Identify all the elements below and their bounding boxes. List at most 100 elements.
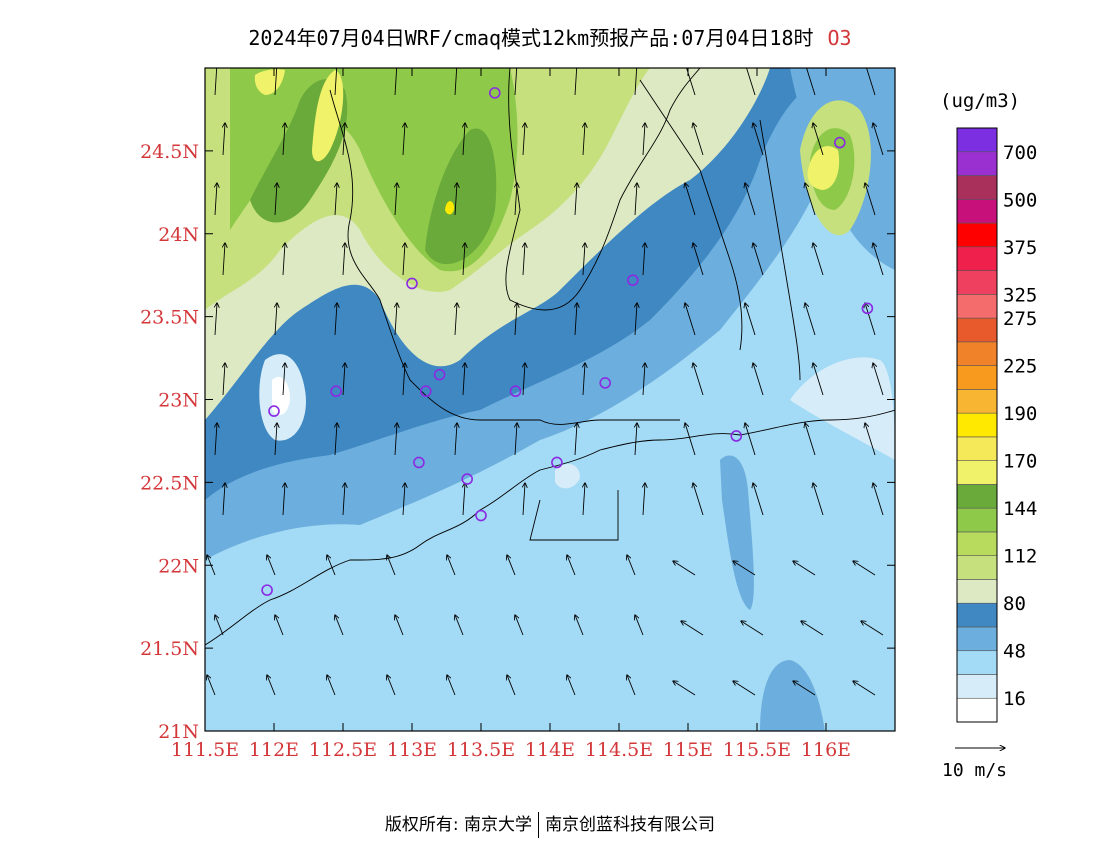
wind-arrow <box>865 183 876 216</box>
colorbar-swatch <box>956 198 998 224</box>
wind-arrow <box>463 123 465 156</box>
colorbar-swatch <box>956 412 998 438</box>
wind-arrow <box>635 615 644 636</box>
lon-tick-label: 115E <box>663 739 713 761</box>
wind-arrow <box>583 363 585 396</box>
colorbar-swatch <box>956 555 998 580</box>
station-marker <box>833 136 846 149</box>
wind-arrow <box>403 363 405 396</box>
wind-arrow <box>283 123 285 156</box>
wind-arrow <box>455 303 457 336</box>
wind-arrow <box>447 555 456 576</box>
colorbar-label: 375 <box>1003 237 1037 259</box>
colorbar-swatch <box>956 697 998 723</box>
colorbar-label: 700 <box>1003 142 1037 164</box>
wind-arrow <box>685 423 696 456</box>
colorbar-swatch <box>956 317 998 343</box>
lat-tick-label: 22.5N <box>140 472 199 494</box>
wind-arrow <box>515 615 524 636</box>
wind-arrow <box>853 561 876 576</box>
colorbar-label: 190 <box>1003 403 1037 425</box>
lat-tick-label: 24N <box>158 224 199 246</box>
wind-arrow <box>447 675 456 696</box>
wind-arrow <box>635 303 637 336</box>
colorbar-frame <box>956 127 998 723</box>
colorbar-swatch <box>956 270 998 295</box>
wind-arrow <box>693 363 704 396</box>
wind-arrow <box>753 243 764 276</box>
wind-arrow <box>873 363 884 396</box>
wind-arrow <box>215 303 217 336</box>
wind-arrow <box>275 615 284 636</box>
wind-arrow <box>343 363 345 396</box>
wind-arrow <box>327 555 336 576</box>
station-marker <box>475 509 487 522</box>
station-marker <box>419 385 432 398</box>
wind-arrow <box>387 675 396 696</box>
wind-arrow <box>693 123 704 156</box>
wind-arrow <box>741 621 764 636</box>
wind-arrow <box>207 675 216 696</box>
footer-right: 南京创蓝科技有限公司 <box>545 815 716 835</box>
colorbar-swatch <box>956 341 998 366</box>
colorbar-swatch <box>956 294 998 319</box>
footer-left: 版权所有: 南京大学 <box>384 815 533 835</box>
station-marker <box>268 405 280 417</box>
wind-arrow <box>575 183 577 216</box>
wind-arrow <box>627 675 636 696</box>
wind-arrow <box>685 183 696 216</box>
wind-arrow <box>267 555 276 576</box>
wind-arrow <box>805 423 816 456</box>
wind-arrow <box>343 243 345 276</box>
wind-arrow <box>275 423 277 456</box>
wind-arrow <box>395 303 397 336</box>
colorbar-swatch <box>956 127 998 153</box>
wind-arrow <box>673 561 696 576</box>
colorbar-swatch <box>956 436 998 461</box>
lon-tick-label: 114E <box>525 739 575 761</box>
colorbar-swatch <box>956 507 998 533</box>
wind-arrow <box>267 675 276 696</box>
wind-arrow <box>865 423 876 456</box>
wind-arrow <box>275 183 277 216</box>
colorbar-label: 80 <box>1003 593 1026 615</box>
colorbar-swatch <box>956 650 998 675</box>
wind-arrow <box>673 681 696 696</box>
colorbar-swatch <box>956 389 998 414</box>
concentration-field <box>205 68 895 731</box>
wind-arrow <box>753 483 764 516</box>
colorbar-swatch <box>956 602 998 628</box>
wind-arrow <box>753 123 764 156</box>
wind-arrow <box>463 363 465 396</box>
station-marker <box>406 277 418 290</box>
wind-arrow <box>283 483 285 516</box>
wind-arrow <box>455 423 457 456</box>
wind-arrow <box>223 483 225 516</box>
wind-arrow <box>805 183 816 216</box>
wind-arrow <box>745 303 756 336</box>
wind-arrow <box>283 243 285 276</box>
wind-arrow <box>523 483 525 516</box>
colorbar-label: 275 <box>1003 308 1037 330</box>
station-marker <box>413 456 425 469</box>
wind-arrow <box>215 423 217 456</box>
copyright-footer: 版权所有: 南京大学 南京创蓝科技有限公司 <box>0 810 1100 838</box>
wind-arrow <box>215 183 217 216</box>
wind-arrow <box>223 363 225 396</box>
colorbar-swatch <box>956 579 998 604</box>
wind-arrow <box>463 483 465 516</box>
station-marker <box>461 473 474 485</box>
station-marker <box>551 456 563 469</box>
station-markers <box>261 87 874 596</box>
wind-arrow <box>583 483 585 516</box>
wind-arrow <box>813 483 824 516</box>
wind-arrow <box>343 123 345 156</box>
wind-arrow <box>693 243 704 276</box>
lon-tick-label: 113.5E <box>447 739 515 761</box>
colorbar-label: 48 <box>1003 641 1026 663</box>
wind-arrow <box>575 615 584 636</box>
wind-arrow <box>873 483 884 516</box>
wind-arrow <box>635 423 637 456</box>
lat-tick-label: 24.5N <box>140 141 199 163</box>
